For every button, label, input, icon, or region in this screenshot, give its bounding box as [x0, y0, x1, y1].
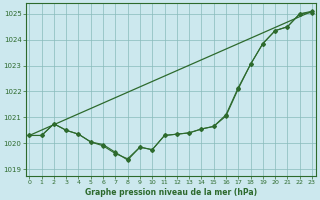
X-axis label: Graphe pression niveau de la mer (hPa): Graphe pression niveau de la mer (hPa)	[84, 188, 257, 197]
